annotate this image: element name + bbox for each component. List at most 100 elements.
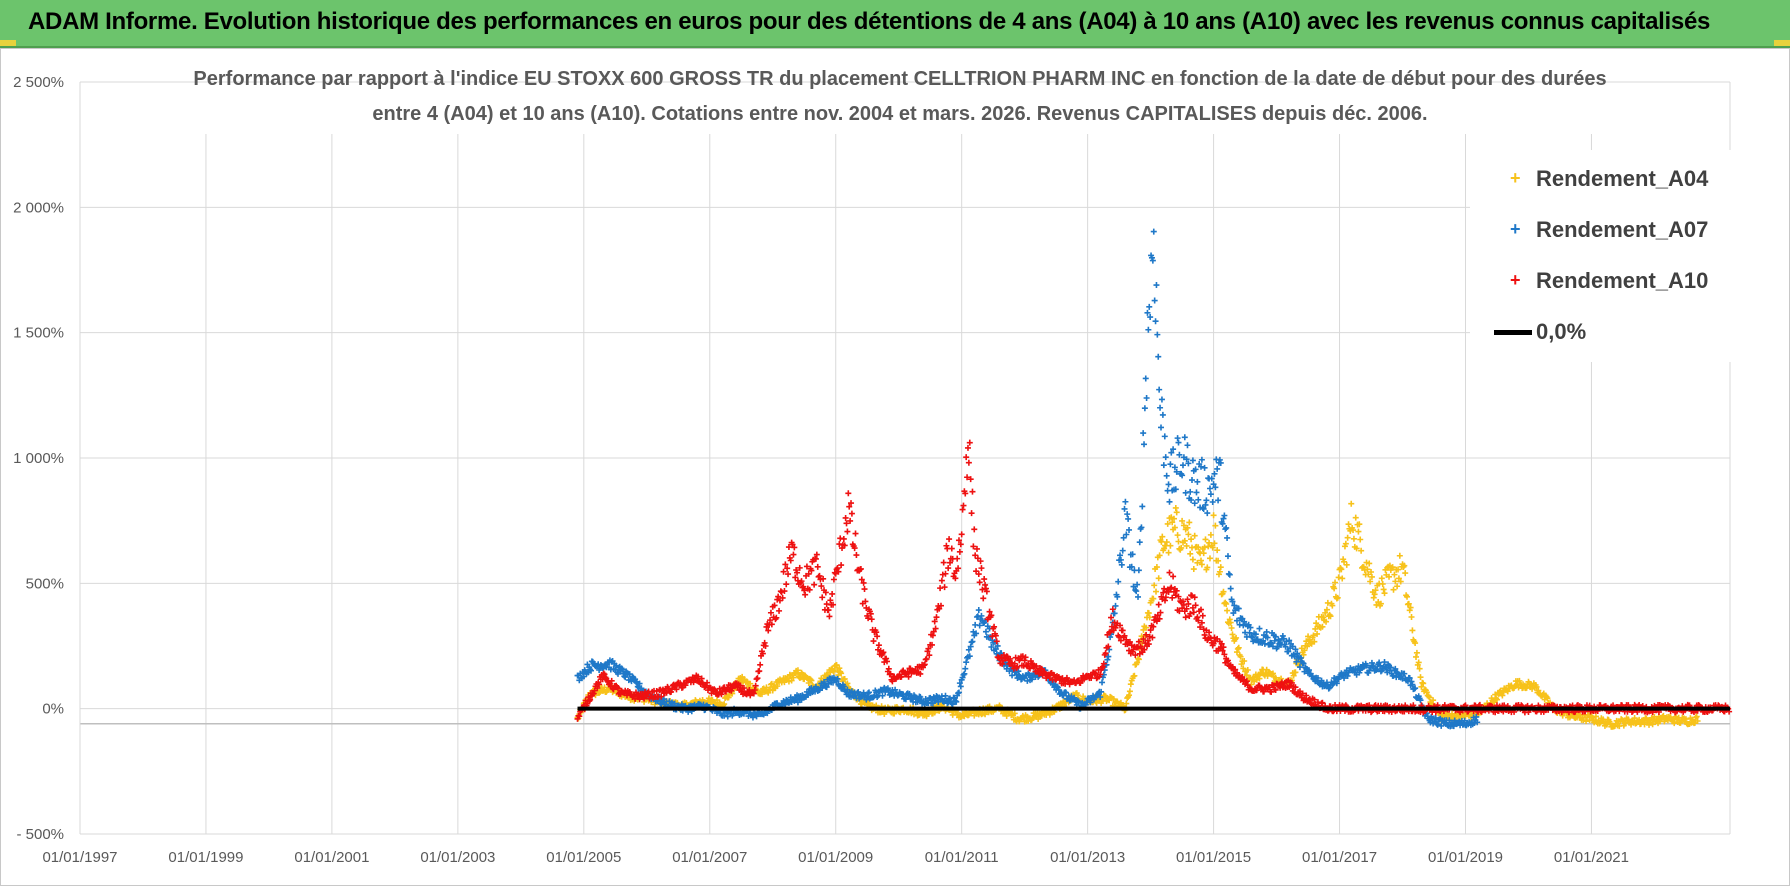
data-point [1390, 586, 1397, 593]
data-point [976, 579, 983, 586]
data-point [1014, 663, 1021, 670]
data-point [1335, 574, 1342, 581]
data-point [1178, 544, 1185, 551]
data-point [1303, 692, 1310, 699]
data-point [1114, 593, 1121, 600]
data-point [1409, 627, 1416, 634]
data-point [1149, 634, 1156, 641]
data-point [949, 701, 956, 708]
data-point [1272, 633, 1279, 640]
data-point [964, 444, 971, 451]
data-point [1117, 622, 1124, 629]
data-point [608, 677, 615, 684]
data-point [923, 655, 930, 662]
data-point [1329, 681, 1336, 688]
data-point [1350, 535, 1357, 542]
data-point [814, 563, 821, 570]
data-point [1430, 697, 1437, 704]
data-point [966, 653, 973, 660]
data-point [1027, 665, 1034, 672]
data-point [1115, 578, 1122, 585]
data-point [1117, 552, 1124, 559]
data-point [1126, 526, 1133, 533]
data-point [954, 555, 961, 562]
data-point [1175, 593, 1182, 600]
data-point [1169, 519, 1176, 526]
x-tick-label: 01/01/1999 [168, 849, 243, 866]
data-point [759, 650, 766, 657]
data-point [1201, 544, 1208, 551]
data-point [1314, 630, 1321, 637]
data-point [1035, 673, 1042, 680]
data-point [1174, 532, 1181, 539]
data-point [765, 689, 772, 696]
data-point [1157, 404, 1164, 411]
data-point [892, 686, 899, 693]
x-tick-label: 01/01/2007 [672, 849, 747, 866]
data-point [1214, 547, 1221, 554]
data-point [1117, 556, 1124, 563]
data-point [834, 675, 841, 682]
data-point [842, 514, 849, 521]
x-tick-label: 01/01/2001 [294, 849, 369, 866]
data-point [634, 683, 641, 690]
data-point [891, 710, 898, 717]
data-point [1352, 514, 1359, 521]
x-tick-label: 01/01/2019 [1428, 849, 1503, 866]
data-point [1134, 581, 1141, 588]
data-point [958, 531, 965, 538]
data-point [1366, 560, 1373, 567]
data-point [1184, 442, 1191, 449]
data-point [1592, 713, 1599, 720]
data-point [1075, 698, 1082, 705]
data-point [983, 588, 990, 595]
data-point [1180, 601, 1187, 608]
data-point [785, 544, 792, 551]
data-point [1339, 575, 1346, 582]
data-point [904, 668, 911, 675]
data-point [1173, 509, 1180, 516]
data-point [725, 694, 732, 701]
data-point [857, 565, 864, 572]
data-point [1319, 623, 1326, 630]
data-point [1120, 534, 1127, 541]
data-point [1136, 539, 1143, 546]
data-point [852, 530, 859, 537]
y-tick-label: - 500% [16, 826, 64, 843]
legend-item-a04: + Rendement_A04 [1470, 164, 1732, 194]
data-point [822, 589, 829, 596]
data-point [1378, 575, 1385, 582]
data-point [751, 686, 758, 693]
data-point [1166, 569, 1173, 576]
data-point [1220, 644, 1227, 651]
data-point [965, 459, 972, 466]
data-point [1203, 497, 1210, 504]
data-point [753, 676, 760, 683]
data-point [1194, 478, 1201, 485]
data-point [1417, 674, 1424, 681]
data-point [1333, 680, 1340, 687]
data-point [1408, 613, 1415, 620]
data-point [1097, 694, 1104, 701]
data-point [1187, 550, 1194, 557]
data-point [836, 665, 843, 672]
data-point [587, 696, 594, 703]
data-point [1130, 583, 1137, 590]
data-point [917, 693, 924, 700]
data-point [1268, 688, 1275, 695]
data-point [885, 665, 892, 672]
data-point [1264, 634, 1271, 641]
data-point [957, 683, 964, 690]
data-point [1195, 617, 1202, 624]
data-point [863, 696, 870, 703]
data-point [846, 503, 853, 510]
data-point [1143, 624, 1150, 631]
data-point [682, 682, 689, 689]
data-point [1434, 721, 1441, 728]
data-point [1165, 481, 1172, 488]
data-point [704, 679, 711, 686]
data-point [965, 646, 972, 653]
data-point [740, 710, 747, 717]
data-point [1133, 588, 1140, 595]
data-point [601, 671, 608, 678]
